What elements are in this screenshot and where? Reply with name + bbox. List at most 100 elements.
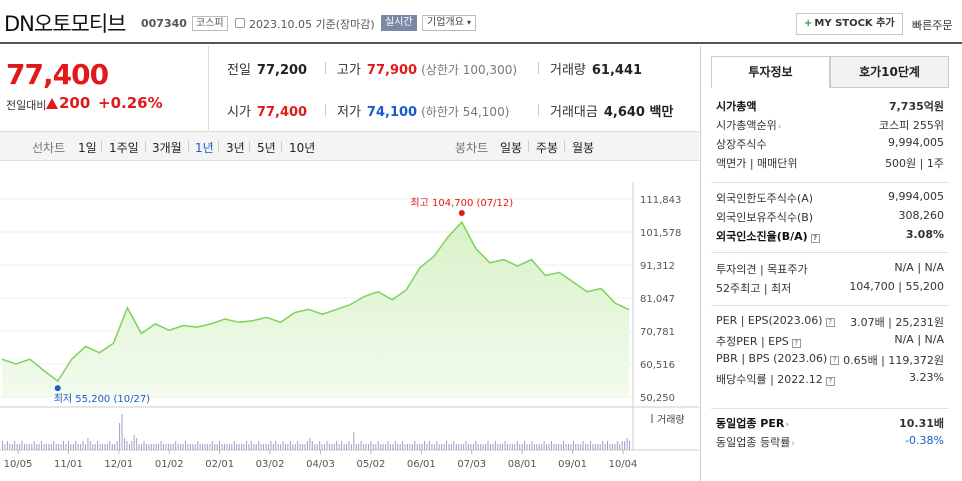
volume-bar — [426, 444, 428, 450]
stock-name: DN오토모티브 — [4, 12, 126, 36]
candle-monthly[interactable]: 월봉 — [572, 141, 595, 155]
volume-bar — [221, 444, 223, 450]
volume-bar — [277, 444, 279, 450]
info-row-value: 10.31배 — [899, 417, 944, 430]
y-tick-label: 81,047 — [640, 294, 675, 305]
quick-order-link[interactable]: 빠른주문 — [912, 19, 953, 32]
divider — [528, 141, 529, 152]
volume-bar — [24, 444, 25, 450]
price-chart[interactable]: 111,843 101,578 91,312 81,047 70,781 60,516 50… — [0, 162, 699, 481]
volume-bar — [65, 444, 67, 450]
company-info-label: 기업개요 — [427, 17, 464, 28]
volume-bar — [372, 444, 374, 450]
company-info-dropdown[interactable]: 기업개요 ▾ — [422, 15, 477, 31]
volume-bar — [531, 441, 533, 450]
volume-bar — [331, 444, 333, 450]
current-price: 77,400 — [6, 58, 109, 91]
quote-date-value: 2023.10.05 — [249, 18, 312, 31]
volume-bar — [409, 444, 411, 450]
info-row-value: 500원 | 1주 — [885, 157, 944, 170]
volume-bar — [38, 444, 40, 450]
volume-bar — [516, 441, 518, 450]
divider — [218, 141, 219, 152]
volume-bar — [136, 438, 138, 450]
volume-bar — [204, 444, 206, 450]
volume-bar — [36, 444, 38, 450]
help-icon[interactable]: ? — [810, 234, 820, 243]
info-row-label: 52주최고 | 최저 — [716, 282, 792, 295]
info-row-value: N/A | N/A — [894, 261, 944, 274]
volume-bar — [389, 444, 391, 450]
help-icon[interactable]: ? — [791, 339, 801, 348]
y-tick-label: 60,516 — [640, 360, 675, 371]
volume-bar — [228, 444, 230, 450]
volume-bar — [126, 441, 128, 450]
help-icon[interactable]: ? — [825, 377, 835, 386]
volume-bar — [233, 441, 235, 450]
info-row-label: 배당수익률 | 2022.12 — [716, 373, 823, 386]
help-icon[interactable]: ? — [825, 318, 835, 327]
volume-bar — [590, 441, 591, 450]
candle-daily[interactable]: 일봉 — [500, 141, 523, 155]
volume-bar — [377, 441, 379, 450]
info-row-value: 3.08% — [905, 228, 944, 241]
y-tick-label: 101,578 — [640, 228, 681, 239]
volume-bar — [489, 444, 491, 450]
period-5y[interactable]: 5년 — [257, 141, 276, 155]
volume-bar — [128, 444, 130, 450]
volume-bar — [248, 444, 250, 450]
realtime-button[interactable]: 실시간 — [381, 15, 417, 31]
price-change-value: 200 — [59, 94, 91, 112]
volume-bar — [394, 441, 396, 450]
volume-bar — [475, 441, 477, 450]
volume-bar — [187, 444, 189, 450]
price-stats: 전일 77,200 고가 77,900 (상한가 100,300) 거래량 61,441… — [210, 46, 699, 130]
volume-bar — [263, 444, 264, 450]
y-tick-label: 111,843 — [640, 195, 681, 206]
volume-bar — [485, 444, 487, 450]
volume-bar — [392, 444, 394, 450]
help-icon[interactable]: ? — [830, 356, 840, 365]
volume-bar — [472, 444, 474, 450]
info-row: 동일업종 등락률› -0.38% — [716, 434, 946, 452]
tab-orderbook[interactable]: 호가10단계 — [830, 56, 949, 88]
info-row: 배당수익률 | 2022.12? 3.23% — [716, 371, 946, 389]
period-1d[interactable]: 1일 — [78, 141, 97, 155]
invest-info-panel: 투자정보 호가10단계 시가총액 7,735억원 시가총액순위› 코스피 255위 상장… — [700, 46, 962, 481]
period-3m[interactable]: 3개월 — [152, 141, 182, 155]
volume-bar — [431, 444, 433, 450]
volume-bar — [553, 444, 555, 450]
volume-bar — [380, 444, 382, 450]
info-row: 투자의견 | 목표주가 N/A | N/A — [716, 261, 946, 279]
volume-bar — [524, 441, 526, 450]
candle-weekly[interactable]: 주봉 — [536, 141, 559, 155]
stat-prev: 전일 77,200 — [227, 59, 307, 78]
volume-bar — [226, 444, 228, 450]
volume-bar — [480, 444, 482, 450]
volume-bar — [375, 444, 377, 450]
x-tick-label: 07/03 — [457, 459, 486, 470]
volume-bar — [572, 441, 574, 450]
x-tick-label: 06/01 — [407, 459, 436, 470]
candle-chart-label: 봉차트 — [455, 141, 489, 155]
period-1y[interactable]: 1년 — [195, 141, 214, 155]
period-1w[interactable]: 1주일 — [109, 141, 139, 155]
info-row-value: 코스피 255위 — [879, 119, 944, 132]
info-row-value: -0.38% — [905, 434, 944, 447]
volume-bar — [302, 444, 304, 450]
tab-invest-info[interactable]: 투자정보 — [711, 56, 830, 88]
period-10y[interactable]: 10년 — [289, 141, 316, 155]
info-row: 액면가 | 매매단위 500원 | 1주 — [716, 155, 946, 173]
volume-bar — [321, 444, 323, 450]
info-row: 시가총액순위› 코스피 255위 — [716, 117, 946, 135]
period-3y[interactable]: 3년 — [226, 141, 245, 155]
volume-bar — [58, 444, 60, 450]
my-stock-add-button[interactable]: + MY STOCK 추가 — [796, 13, 903, 35]
volume-bar — [565, 444, 567, 450]
stat-low-label: 저가 — [337, 105, 361, 120]
volume-bar — [477, 444, 479, 450]
volume-bar — [507, 444, 508, 450]
divider — [281, 141, 282, 152]
up-triangle-icon — [46, 98, 58, 109]
divider — [101, 141, 102, 152]
